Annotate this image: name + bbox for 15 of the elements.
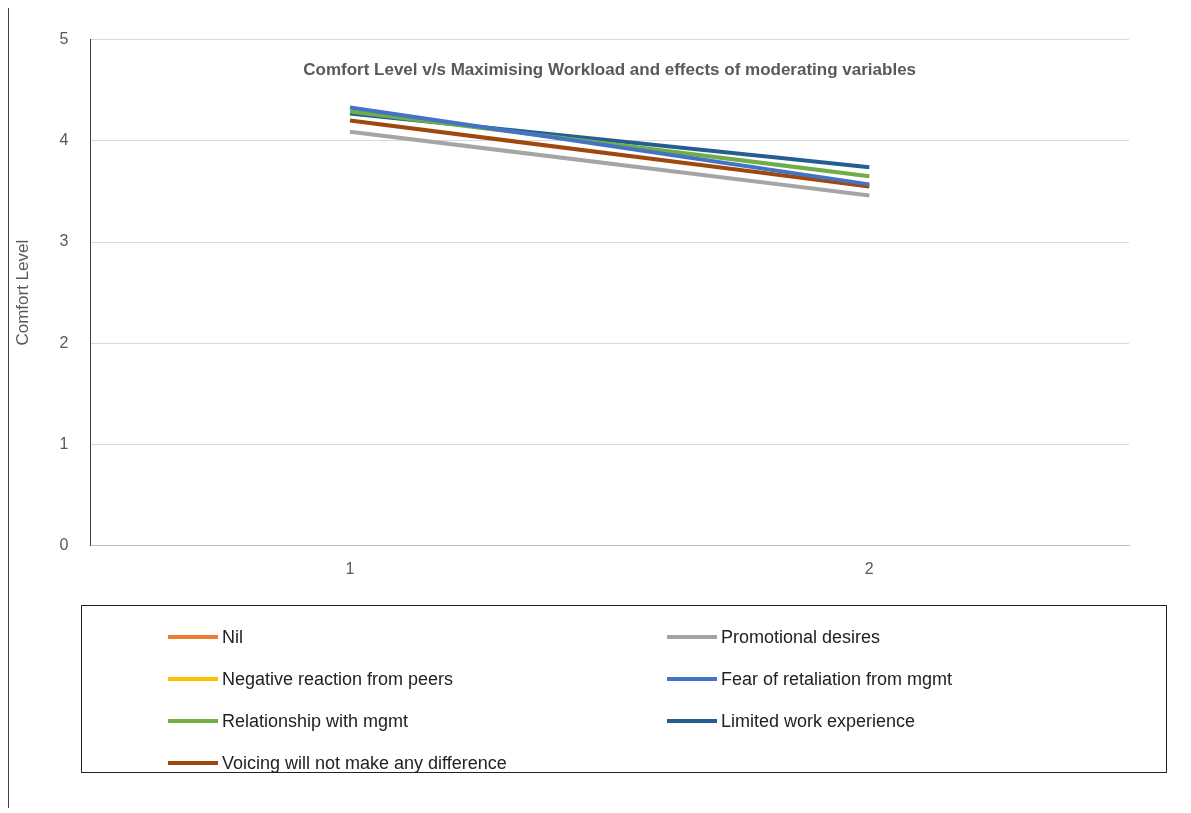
y-tick-label: 1 xyxy=(59,434,69,452)
y-tick-label: 2 xyxy=(59,333,69,351)
y-tick-label: 5 xyxy=(59,30,69,48)
legend-label: Voicing will not make any difference xyxy=(222,752,507,774)
text: Comfort Level v/s Maximising Workload and effects of moderating variables xyxy=(303,60,917,80)
legend-label: Limited work experience xyxy=(721,710,916,732)
y-axis-title: Comfort Level xyxy=(12,239,32,346)
legend-label: Fear of retaliation from mgmt xyxy=(721,668,953,690)
y-tick-label: 0 xyxy=(59,536,69,554)
legend-label: Nil xyxy=(222,626,243,648)
legend-label: Negative reaction from peers xyxy=(222,668,454,690)
y-tick-label: 4 xyxy=(59,131,69,149)
y-tick-label: 3 xyxy=(59,232,69,250)
legend-label: Promotional desires xyxy=(721,626,881,648)
legend-label: Relationship with mgmt xyxy=(222,710,409,732)
